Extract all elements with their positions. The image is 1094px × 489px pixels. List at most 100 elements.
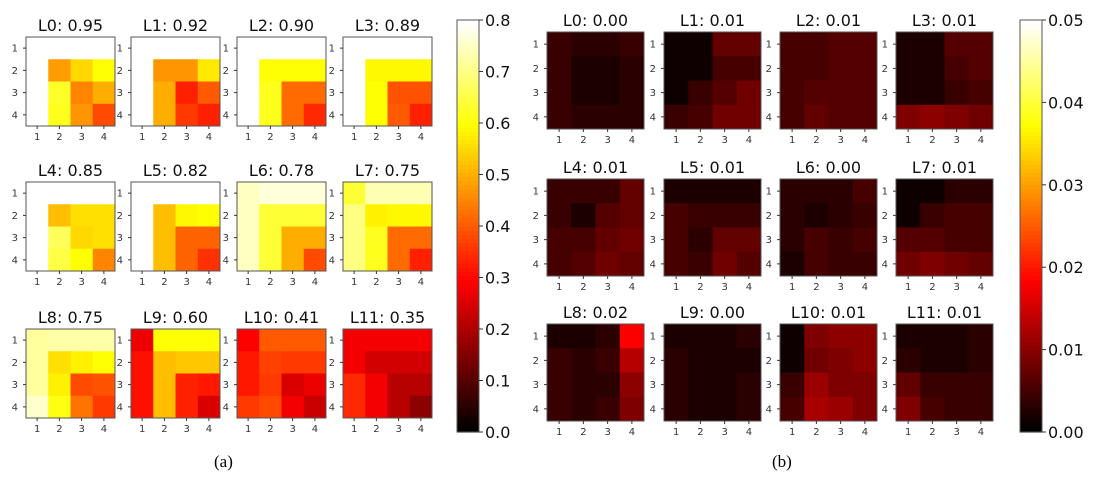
heatmap-cell — [365, 373, 388, 397]
heatmap-cell — [736, 348, 762, 373]
y-tick-label: 1 — [12, 189, 18, 200]
colorbar-segment — [1020, 366, 1042, 371]
x-tick-label: 2 — [929, 282, 935, 293]
heatmap-cell — [896, 32, 921, 57]
colorbar-segment — [457, 205, 479, 211]
heatmap-cell — [736, 203, 762, 228]
heatmap-cell — [828, 203, 854, 228]
heatmap-panel: L8: 0.02 1 1 2 2 3 3 4 4 — [533, 303, 645, 438]
heatmap-cell — [237, 248, 260, 272]
colorbar-segment — [1020, 28, 1042, 33]
x-tick-label: 4 — [206, 132, 212, 143]
heatmap-cell — [595, 80, 621, 106]
heatmap-cell — [92, 59, 116, 82]
colorbar-segment — [457, 85, 479, 91]
heatmap-cell — [26, 103, 49, 127]
x-tick-label: 3 — [721, 135, 727, 146]
heatmap-cell — [26, 59, 49, 82]
y-tick-label: 4 — [223, 402, 229, 413]
x-tick-label: 4 — [418, 132, 424, 143]
colorbar-segment — [1020, 374, 1042, 380]
colorbar-segment — [1020, 349, 1042, 355]
y-tick-label: 2 — [223, 211, 229, 222]
colorbar-segment — [457, 73, 479, 79]
y-tick-label: 4 — [12, 255, 18, 266]
colorbar-segment — [1020, 135, 1042, 141]
colorbar-segment — [1020, 283, 1042, 289]
colorbar-tick-label: 0.01 — [1048, 341, 1084, 360]
panel-title: L4: 0.01 — [563, 158, 628, 177]
heatmap-cell — [619, 251, 645, 277]
axes-frame — [779, 323, 878, 422]
x-tick-label: 4 — [312, 132, 318, 143]
y-tick-label: 1 — [329, 44, 335, 55]
heatmap-panel: L1: 0.92 1 1 2 2 3 3 4 4 — [117, 16, 221, 143]
heatmap-cell — [828, 104, 854, 130]
heatmap-cell — [197, 103, 221, 127]
colorbar-segment — [1020, 118, 1042, 124]
heatmap-panel: L4: 0.85 1 1 2 2 3 3 4 4 — [12, 161, 116, 288]
y-tick-label: 1 — [533, 187, 539, 198]
x-tick-label: 2 — [267, 132, 273, 143]
heatmap-cell — [153, 395, 176, 419]
heatmap-cell — [387, 103, 411, 127]
colorbar-segment — [457, 147, 479, 153]
panel-title: L2: 0.01 — [796, 11, 861, 30]
x-tick-label: 1 — [789, 135, 795, 146]
heatmap-cell — [547, 396, 572, 422]
colorbar-segment — [1020, 296, 1042, 301]
colorbar-segment — [457, 304, 479, 309]
colorbar-tick-label: 0.6 — [485, 114, 510, 133]
heatmap-panel: L7: 0.01 1 1 2 2 3 3 4 4 — [882, 158, 994, 293]
heatmap-cell — [48, 248, 71, 272]
heatmap-cell — [804, 104, 829, 130]
heatmap-cell — [365, 103, 388, 127]
y-tick-label: 1 — [12, 336, 18, 347]
heatmap-cell — [343, 373, 366, 397]
heatmap-cell — [197, 182, 221, 205]
heatmap-cell — [131, 395, 154, 419]
heatmap-panel: L3: 0.89 1 1 2 2 3 3 4 4 — [329, 16, 433, 143]
y-tick-label: 4 — [329, 402, 335, 413]
heatmap-cell — [237, 81, 260, 105]
x-tick-label: 1 — [245, 277, 251, 288]
panel-title: L4: 0.85 — [38, 161, 103, 180]
heatmap-cell — [547, 203, 572, 228]
heatmap-cell — [595, 104, 621, 130]
heatmap-cell — [595, 348, 621, 373]
colorbar-segment — [457, 180, 479, 186]
heatmap-cell — [197, 248, 221, 272]
x-tick-label: 3 — [289, 424, 295, 435]
y-tick-label: 4 — [117, 110, 123, 121]
colorbar-segment — [1020, 114, 1042, 120]
y-tick-label: 3 — [329, 233, 335, 244]
heatmap-cell — [920, 32, 945, 57]
heatmap-cell — [571, 396, 596, 422]
heatmap-cell — [968, 104, 994, 130]
y-tick-label: 4 — [117, 255, 123, 266]
colorbar-segment — [457, 32, 479, 38]
heatmap-cell — [70, 248, 94, 272]
heatmap-cell — [303, 103, 327, 127]
colorbar-segment — [1020, 110, 1042, 116]
heatmap-cell — [175, 59, 199, 82]
x-tick-label: 1 — [556, 135, 562, 146]
x-tick-label: 4 — [418, 424, 424, 435]
heatmap-cell — [571, 372, 596, 398]
heatmap-cell — [48, 37, 71, 60]
y-tick-label: 2 — [12, 66, 18, 77]
heatmap-cell — [780, 396, 805, 422]
colorbar-segment — [457, 57, 479, 62]
heatmap-cell — [343, 182, 366, 205]
heatmap-cell — [664, 396, 689, 422]
y-tick-label: 1 — [329, 189, 335, 200]
y-tick-label: 1 — [117, 189, 123, 200]
x-tick-label: 3 — [953, 427, 959, 438]
colorbar-segment — [457, 197, 479, 202]
y-tick-label: 4 — [882, 259, 888, 270]
heatmap-cell — [920, 348, 945, 373]
heatmap-cell — [968, 227, 994, 253]
axes-frame — [663, 178, 762, 277]
